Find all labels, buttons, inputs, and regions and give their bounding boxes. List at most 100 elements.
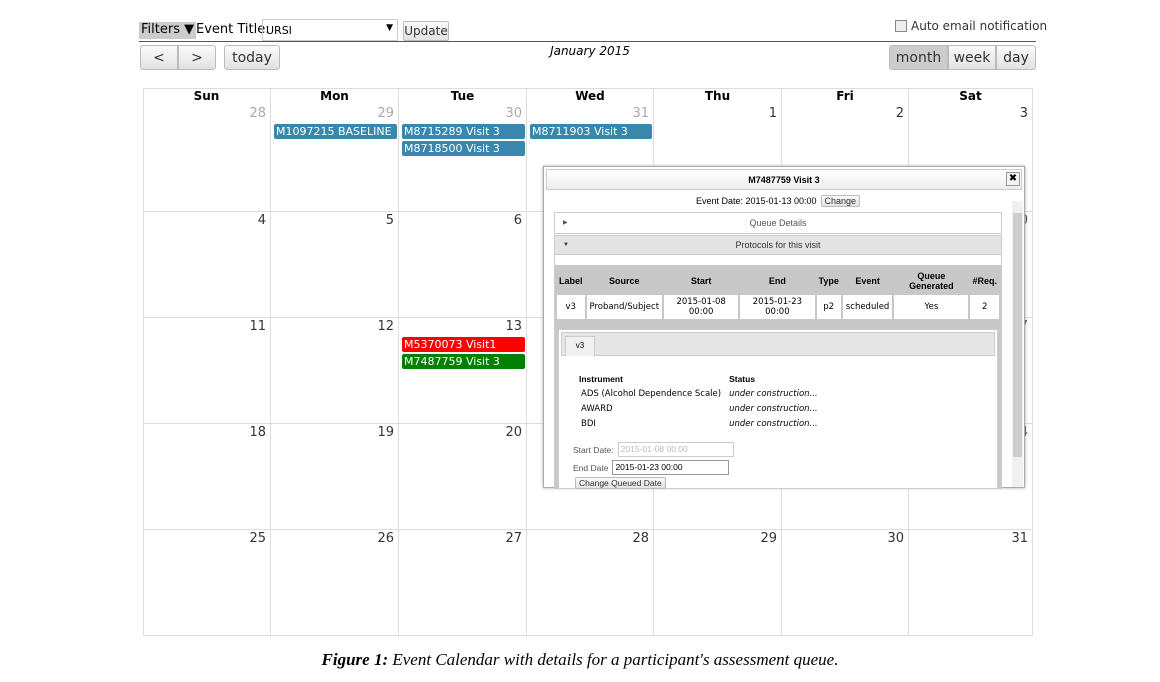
- weekday-header-wed: Wed: [527, 88, 654, 105]
- dialog-scrollbar[interactable]: [1012, 201, 1023, 487]
- day-number: 2: [895, 106, 904, 121]
- weekday-header-tue: Tue: [399, 88, 527, 105]
- weekday-header-sun: Sun: [143, 88, 271, 105]
- protocols-header[interactable]: ▼ Protocols for this visit: [554, 235, 1002, 255]
- day-cell[interactable]: 30: [399, 105, 527, 212]
- instrument-name: BDI: [581, 419, 596, 429]
- event-detail-dialog: M7487759 Visit 3 ✖ Event Date: 2015-01-1…: [543, 166, 1025, 489]
- event-title-value: URSI: [266, 24, 292, 37]
- instrument-header: Instrument: [579, 374, 623, 384]
- status-header: Status: [729, 374, 756, 384]
- day-cell[interactable]: 13: [399, 318, 527, 424]
- end-date-row: End Date 2015-01-23 00:00: [573, 460, 730, 475]
- view-month-button[interactable]: month: [889, 45, 948, 70]
- day-number: 1: [768, 106, 777, 121]
- calendar-event[interactable]: M8711903 Visit 3: [530, 124, 652, 139]
- table-header: End: [768, 276, 786, 286]
- calendar-title: January 2015: [550, 44, 630, 58]
- change-date-button[interactable]: Change: [820, 195, 861, 207]
- day-cell[interactable]: 26: [271, 530, 399, 636]
- day-number: 19: [377, 425, 394, 440]
- table-cell: 2015-01-23 00:00: [740, 295, 815, 319]
- auto-email-checkbox[interactable]: [895, 20, 907, 32]
- day-number: 27: [505, 531, 522, 546]
- day-cell[interactable]: 29: [654, 530, 782, 636]
- day-cell[interactable]: 11: [143, 318, 271, 424]
- day-cell[interactable]: 28: [143, 105, 271, 212]
- day-number: 25: [249, 531, 266, 546]
- end-date-input[interactable]: 2015-01-23 00:00: [612, 460, 730, 475]
- day-cell[interactable]: 5: [271, 212, 399, 318]
- day-number: 29: [760, 531, 777, 546]
- change-queued-date-button[interactable]: Change Queued Date: [575, 477, 666, 489]
- day-number: 13: [505, 319, 522, 334]
- start-date-input[interactable]: 2015-01-08 00:00: [617, 442, 734, 457]
- calendar-event[interactable]: M8718500 Visit 3: [402, 141, 525, 156]
- day-number: 31: [632, 106, 649, 121]
- day-number: 31: [1011, 531, 1028, 546]
- next-button[interactable]: >: [178, 45, 216, 70]
- day-number: 28: [249, 106, 266, 121]
- scrollbar-thumb[interactable]: [1013, 213, 1022, 457]
- prev-button[interactable]: <: [140, 45, 178, 70]
- day-cell[interactable]: 31: [909, 530, 1033, 636]
- event-date-row: Event Date: 2015-01-13 00:00 Change: [554, 195, 1002, 207]
- event-title-select[interactable]: URSI ▼: [262, 19, 398, 41]
- day-cell[interactable]: 18: [143, 424, 271, 530]
- table-header: #Req.: [972, 276, 997, 286]
- table-header: Start: [690, 276, 712, 286]
- day-number: 26: [377, 531, 394, 546]
- table-cell: Proband/Subject: [586, 295, 663, 319]
- update-button[interactable]: Update: [403, 21, 449, 41]
- day-number: 29: [377, 106, 394, 121]
- day-number: 12: [377, 319, 394, 334]
- day-cell[interactable]: 19: [271, 424, 399, 530]
- day-number: 18: [249, 425, 266, 440]
- instrument-name: AWARD: [581, 404, 613, 414]
- table-cell: scheduled: [842, 295, 893, 319]
- weekday-header-mon: Mon: [271, 88, 399, 105]
- table-row: v3 Proband/Subject 2015-01-08 00:00 2015-01…: [557, 295, 999, 319]
- table-header: Source: [609, 276, 640, 286]
- instrument-panel: v3 Instrument Status ADS (Alcohol Depend…: [558, 329, 998, 489]
- caret-right-icon: ▶: [563, 220, 568, 226]
- day-cell[interactable]: 4: [143, 212, 271, 318]
- day-cell[interactable]: 20: [399, 424, 527, 530]
- day-cell[interactable]: 27: [399, 530, 527, 636]
- day-number: 4: [257, 213, 266, 228]
- table-cell: p2: [816, 295, 841, 319]
- day-cell[interactable]: 28: [527, 530, 654, 636]
- tab-v3[interactable]: v3: [565, 336, 595, 356]
- table-cell: Yes: [894, 295, 969, 319]
- close-icon[interactable]: ✖: [1006, 172, 1020, 186]
- auto-email-label: Auto email notification: [911, 19, 1048, 33]
- calendar-event[interactable]: M8715289 Visit 3: [402, 124, 525, 139]
- event-date-text: Event Date: 2015-01-13 00:00: [695, 196, 817, 206]
- calendar-event[interactable]: M1097215 BASELINE: [274, 124, 397, 139]
- queue-details-header[interactable]: ▶ Queue Details: [554, 212, 1002, 234]
- day-cell[interactable]: 25: [143, 530, 271, 636]
- filters-toggle[interactable]: Filters ▼: [139, 22, 197, 39]
- start-date-row: Start Date: 2015-01-08 00:00: [573, 442, 734, 457]
- day-number: 6: [513, 213, 522, 228]
- day-number: 11: [249, 319, 266, 334]
- table-cell: 2015-01-08 00:00: [664, 295, 739, 319]
- day-cell[interactable]: 6: [399, 212, 527, 318]
- view-day-button[interactable]: day: [996, 45, 1036, 70]
- today-button[interactable]: today: [224, 45, 280, 70]
- protocols-panel: Label Source Start End Type Event Queue Genera…: [554, 255, 1002, 489]
- table-cell: v3: [557, 295, 585, 319]
- day-cell[interactable]: 30: [782, 530, 909, 636]
- calendar-event[interactable]: M7487759 Visit 3: [402, 354, 525, 369]
- dialog-titlebar[interactable]: M7487759 Visit 3: [546, 169, 1022, 190]
- day-number: 30: [505, 106, 522, 121]
- calendar-event[interactable]: M5370073 Visit1: [402, 337, 525, 352]
- view-week-button[interactable]: week: [948, 45, 996, 70]
- weekday-header-sat: Sat: [909, 88, 1033, 105]
- day-cell[interactable]: 12: [271, 318, 399, 424]
- day-cell[interactable]: 29: [271, 105, 399, 212]
- instrument-status: under construction...: [729, 404, 818, 414]
- table-header: Event: [855, 276, 880, 286]
- figure-caption: Figure 1: Event Calendar with details fo…: [0, 650, 1160, 670]
- caption-label: Figure 1:: [321, 650, 389, 669]
